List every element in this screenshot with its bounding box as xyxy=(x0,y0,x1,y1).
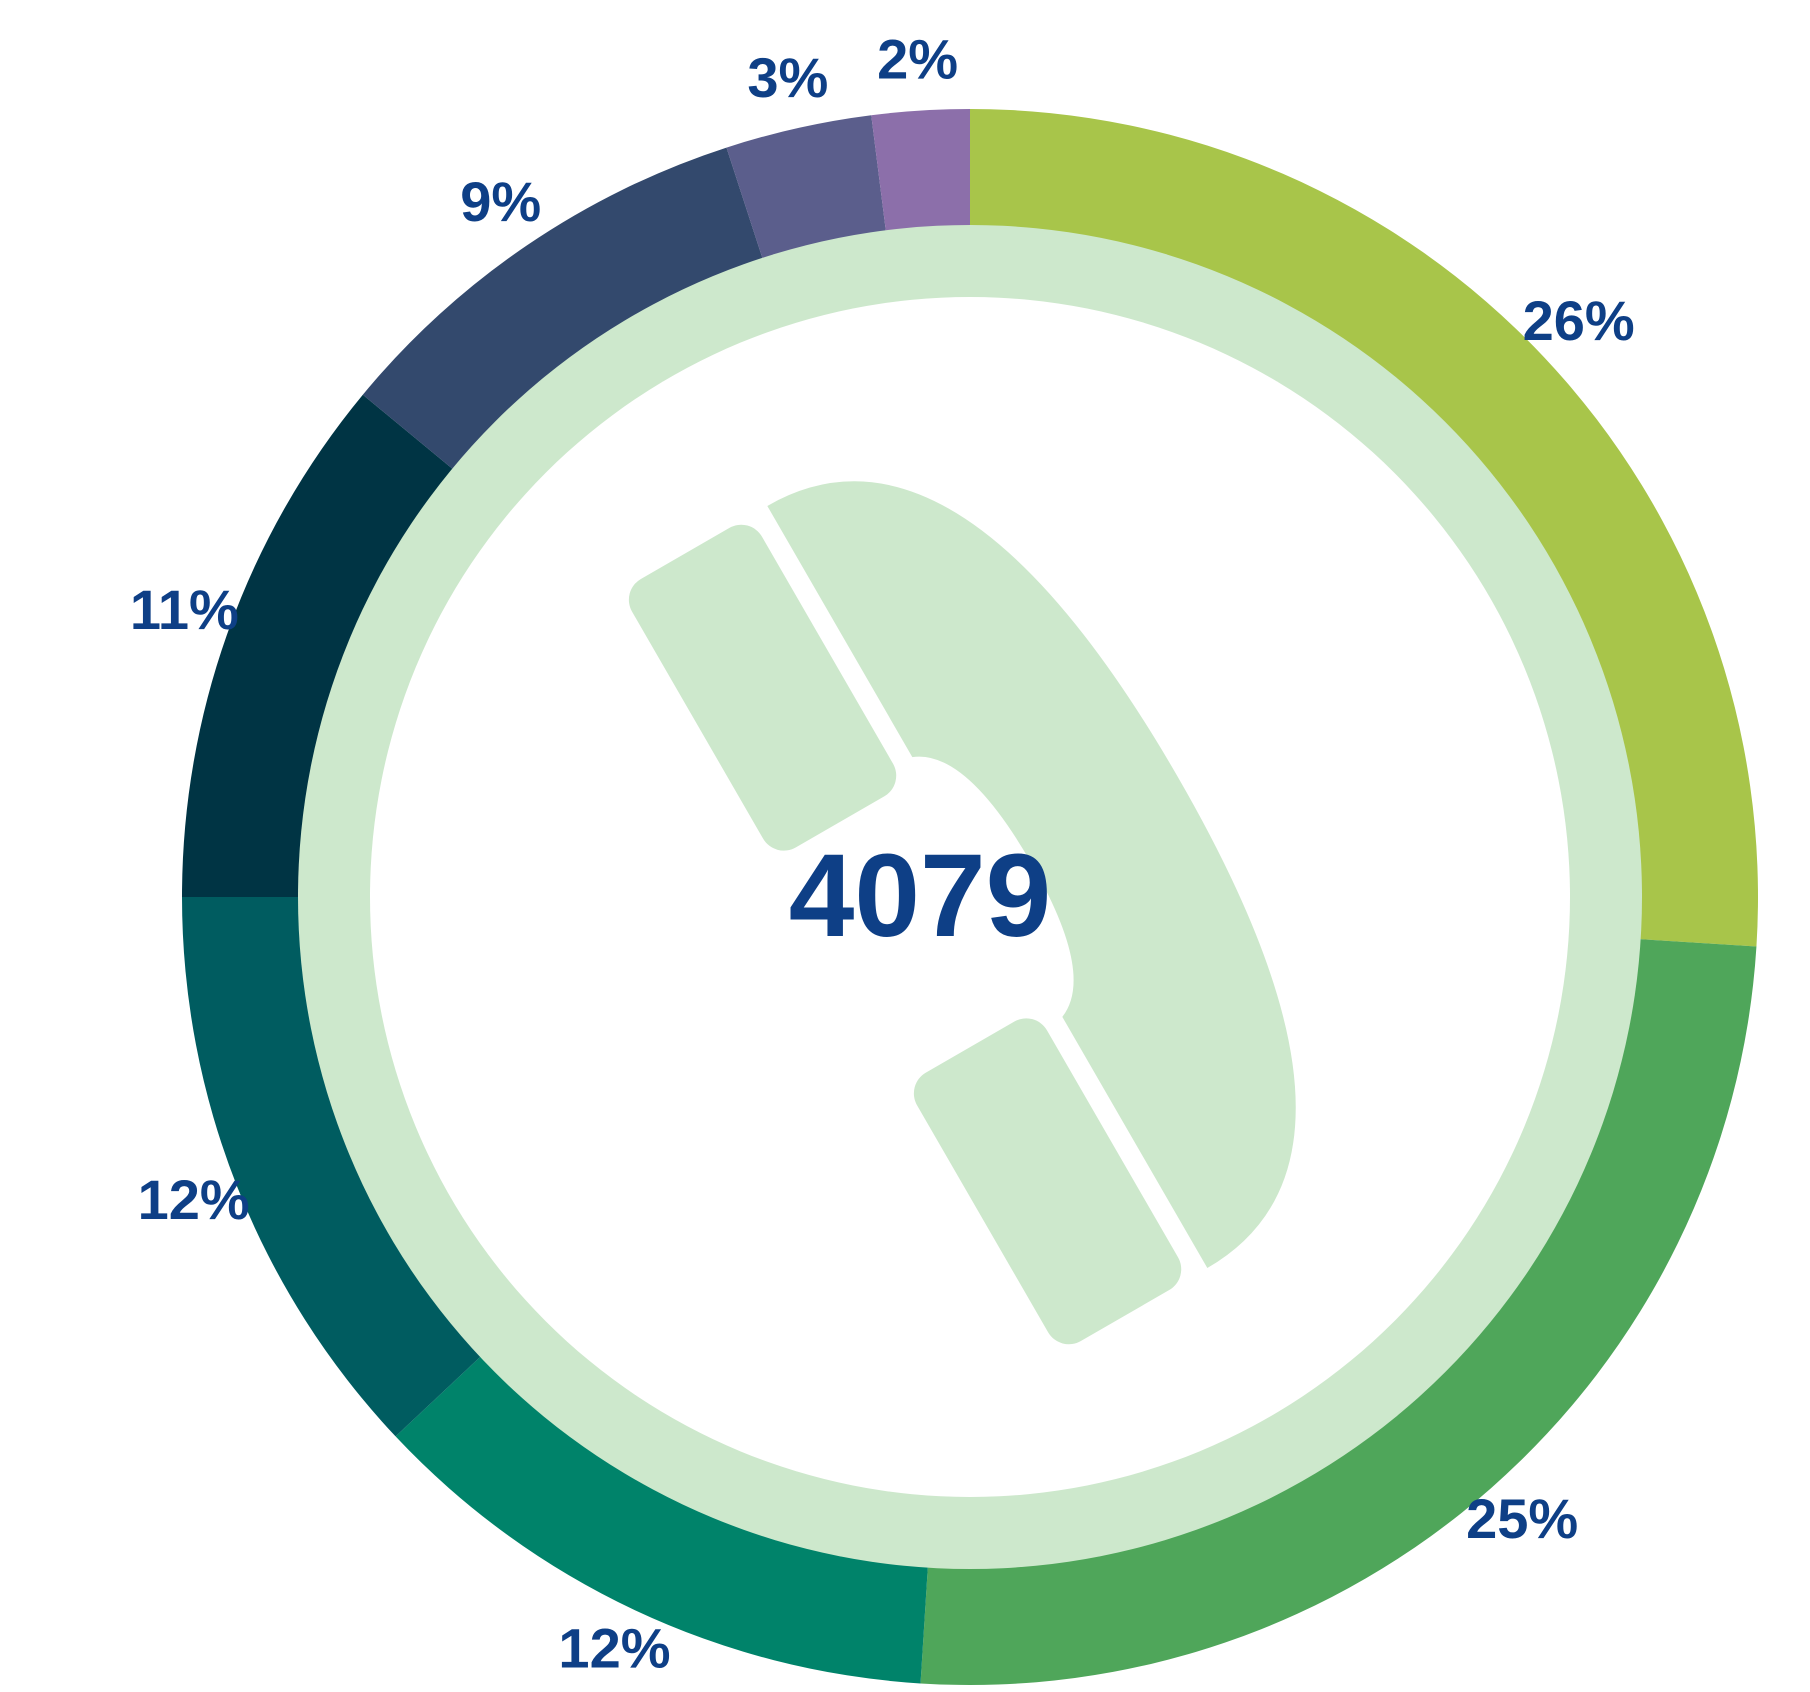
value-label: 2% xyxy=(877,27,958,90)
donut-segment xyxy=(362,147,767,477)
donut-segment xyxy=(182,394,462,897)
donut-ring xyxy=(182,109,1759,1685)
value-label: 9% xyxy=(460,170,541,233)
phone-icon xyxy=(628,481,1296,1345)
donut-segment xyxy=(970,109,1759,947)
value-label: 3% xyxy=(747,46,828,109)
donut-segment xyxy=(182,897,489,1437)
value-label: 25% xyxy=(1466,1487,1578,1550)
center-label: 4079 xyxy=(789,830,1052,962)
donut-segment xyxy=(920,938,1757,1685)
donut-segment xyxy=(871,109,970,243)
value-label: 11% xyxy=(130,578,239,641)
donut-segment xyxy=(395,1348,929,1684)
value-label: 12% xyxy=(558,1616,670,1679)
donut-segment xyxy=(726,115,888,270)
value-label: 12% xyxy=(138,1168,250,1231)
value-label: 26% xyxy=(1523,289,1635,352)
